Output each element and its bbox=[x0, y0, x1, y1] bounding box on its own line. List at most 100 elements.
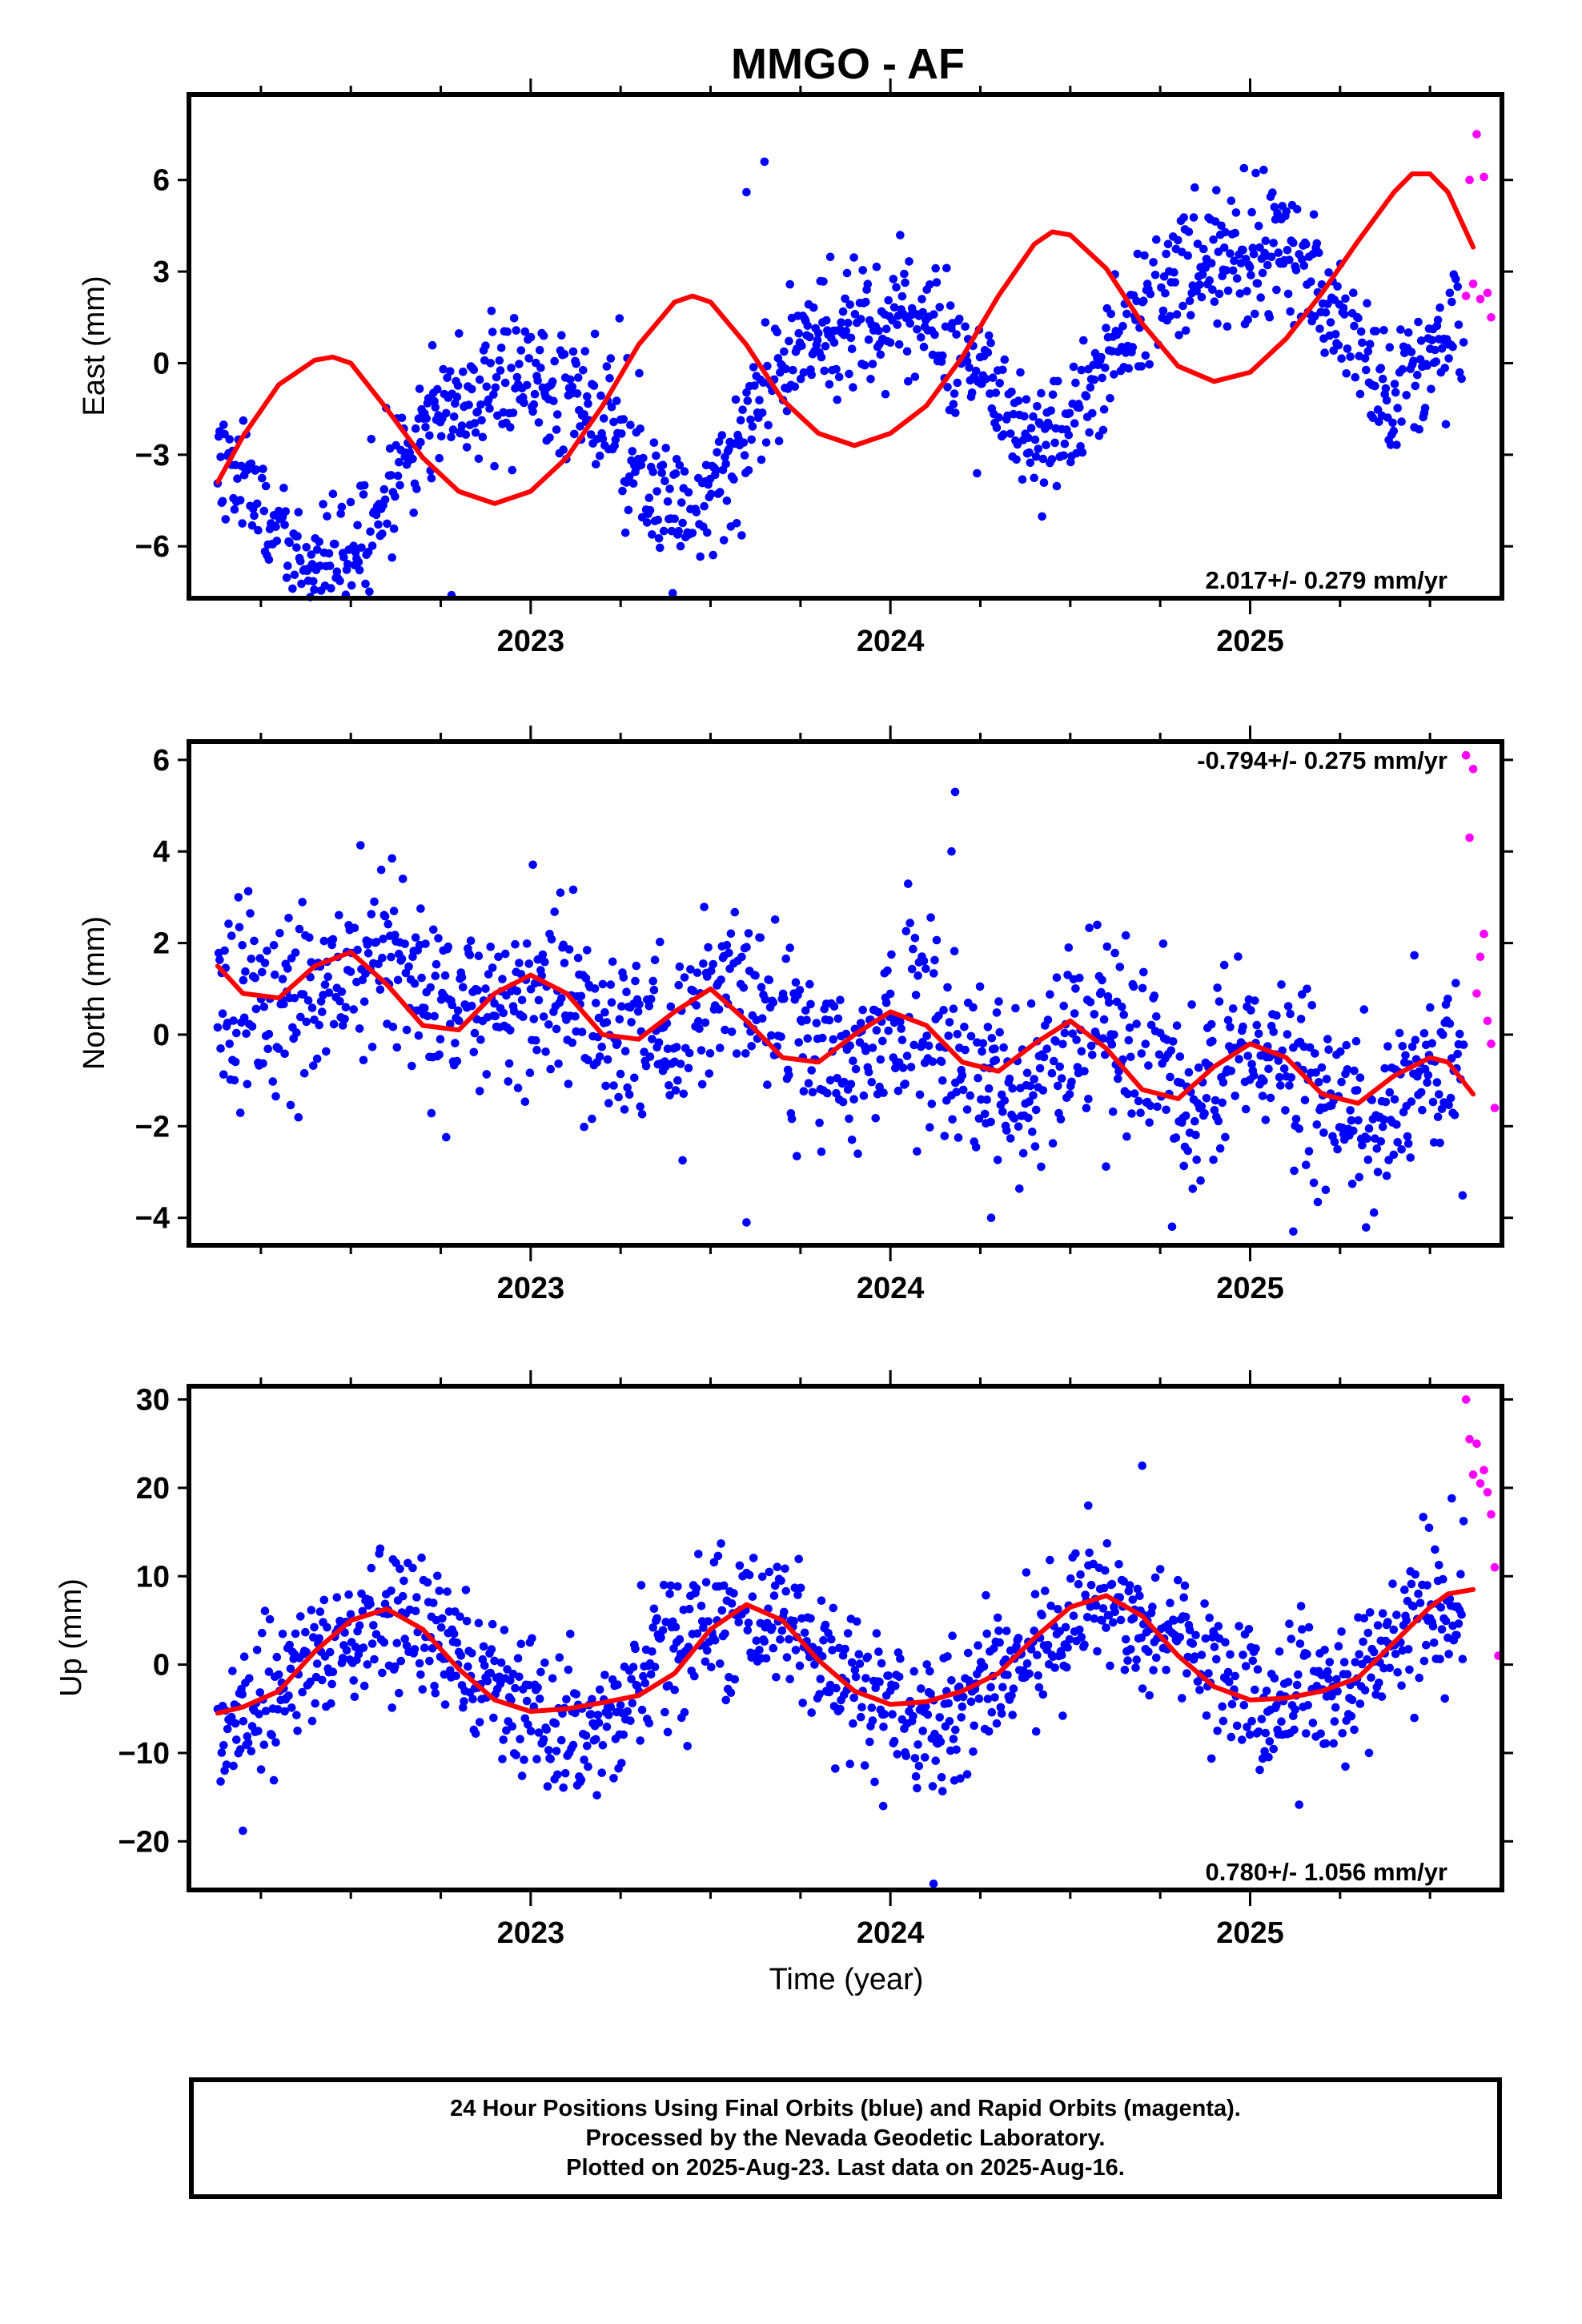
up-point bbox=[920, 1753, 930, 1762]
up-point bbox=[613, 1680, 622, 1689]
east-point bbox=[548, 377, 557, 386]
east-point bbox=[1022, 395, 1031, 404]
east-point bbox=[528, 407, 537, 416]
north-point bbox=[1227, 1067, 1236, 1076]
north-point bbox=[757, 983, 766, 991]
north-point bbox=[867, 1077, 877, 1087]
up-ytick-label: 20 bbox=[136, 1472, 170, 1506]
east-point bbox=[1362, 365, 1371, 375]
up-point bbox=[684, 1642, 693, 1651]
east-point bbox=[938, 351, 947, 360]
north-point bbox=[726, 929, 736, 939]
up-point bbox=[327, 1699, 335, 1708]
north-point bbox=[1055, 1062, 1064, 1072]
north-point bbox=[411, 933, 420, 942]
east-point bbox=[935, 303, 944, 312]
north-point bbox=[1337, 1077, 1346, 1087]
east-point bbox=[1445, 288, 1455, 298]
north-point bbox=[700, 903, 709, 911]
east-point bbox=[721, 460, 730, 468]
up-point bbox=[793, 1590, 802, 1599]
east-point bbox=[225, 435, 235, 444]
east-point bbox=[1192, 287, 1201, 296]
up-rate-label: 0.780+/- 1.056 mm/yr bbox=[1206, 1858, 1447, 1886]
up-point bbox=[745, 1570, 754, 1580]
east-point bbox=[1423, 361, 1431, 370]
up-point bbox=[1275, 1647, 1284, 1656]
north-point bbox=[1026, 1081, 1035, 1091]
north-point bbox=[1104, 998, 1114, 1007]
north-point bbox=[1129, 982, 1138, 991]
north-point bbox=[907, 964, 917, 974]
north-point bbox=[1418, 1105, 1427, 1115]
east-point bbox=[412, 485, 421, 493]
up-point bbox=[685, 1604, 694, 1614]
up-point bbox=[697, 1617, 707, 1626]
north-point bbox=[707, 966, 716, 975]
east-point bbox=[874, 326, 883, 336]
north-point bbox=[1382, 1171, 1391, 1180]
north-point bbox=[978, 1047, 986, 1056]
east-point bbox=[1431, 357, 1440, 366]
east-point bbox=[1038, 454, 1048, 464]
north-point bbox=[294, 1113, 303, 1122]
east-point bbox=[1006, 429, 1015, 438]
east-point bbox=[847, 344, 857, 354]
north-point bbox=[239, 1013, 249, 1023]
east-point bbox=[781, 364, 790, 374]
east-point bbox=[530, 389, 540, 399]
up-point bbox=[446, 1666, 455, 1675]
east-point bbox=[1448, 342, 1457, 352]
up-point bbox=[789, 1616, 798, 1626]
up-point bbox=[584, 1762, 592, 1771]
east-point bbox=[559, 445, 568, 454]
north-point bbox=[1168, 1037, 1178, 1046]
north-point bbox=[1336, 1047, 1345, 1056]
east-point bbox=[803, 321, 813, 331]
north-point bbox=[983, 1023, 993, 1031]
up-point bbox=[951, 1725, 960, 1735]
up-point bbox=[986, 1683, 995, 1692]
up-point bbox=[1034, 1683, 1044, 1692]
up-point bbox=[974, 1641, 982, 1650]
north-point bbox=[785, 943, 794, 952]
north-point bbox=[608, 957, 617, 967]
north-point bbox=[577, 1027, 587, 1036]
up-point bbox=[1058, 1711, 1067, 1720]
east-point bbox=[1137, 362, 1146, 371]
east-point bbox=[1174, 331, 1183, 340]
up-point bbox=[588, 1695, 596, 1704]
east-point bbox=[845, 369, 853, 379]
north-point bbox=[847, 1136, 857, 1144]
north-point bbox=[818, 1033, 827, 1043]
up-point bbox=[1093, 1647, 1102, 1656]
up-point bbox=[488, 1619, 497, 1629]
east-point bbox=[1197, 292, 1207, 302]
up-point bbox=[1325, 1658, 1335, 1667]
north-point bbox=[378, 953, 387, 963]
east-point bbox=[526, 332, 536, 342]
up-point bbox=[452, 1671, 460, 1680]
north-point bbox=[992, 1008, 1002, 1017]
east-point bbox=[1415, 424, 1423, 434]
north-point bbox=[1239, 1022, 1247, 1031]
east-point bbox=[747, 435, 756, 444]
east-axis-label: East (mm) bbox=[78, 275, 111, 416]
north-point bbox=[329, 1019, 339, 1029]
east-point bbox=[1309, 210, 1319, 219]
east-point bbox=[1324, 268, 1333, 277]
north-point bbox=[350, 923, 359, 933]
east-point bbox=[1166, 312, 1174, 321]
east-point bbox=[1452, 275, 1460, 283]
up-point bbox=[1170, 1616, 1178, 1625]
east-point bbox=[1363, 299, 1371, 308]
east-point bbox=[1149, 258, 1158, 267]
up-point bbox=[623, 1707, 632, 1716]
east-point bbox=[1285, 255, 1294, 264]
north-point bbox=[672, 1043, 681, 1051]
north-point bbox=[650, 955, 660, 964]
up-point bbox=[616, 1701, 625, 1710]
east-point bbox=[1247, 271, 1255, 279]
north-point bbox=[932, 935, 942, 945]
north-point bbox=[440, 971, 450, 980]
